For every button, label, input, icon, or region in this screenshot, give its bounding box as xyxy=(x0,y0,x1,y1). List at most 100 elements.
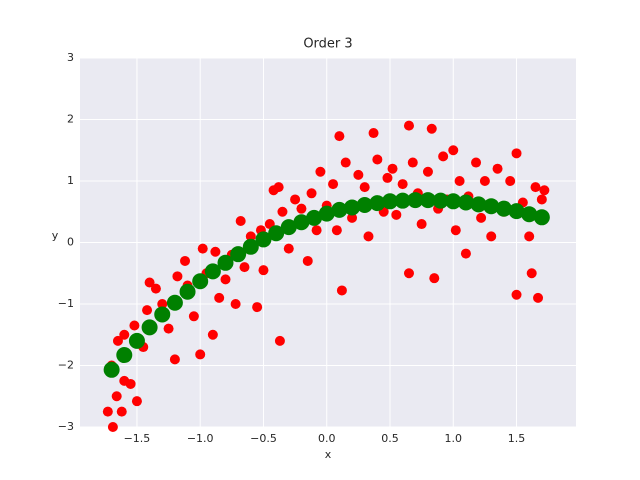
scatter-point xyxy=(336,285,347,296)
scatter-point xyxy=(119,329,130,340)
scatter-point xyxy=(450,225,461,236)
scatter-point xyxy=(539,185,550,196)
scatter-point xyxy=(131,396,142,407)
scatter-point xyxy=(144,277,155,288)
y-tick-label: −1 xyxy=(58,297,74,310)
scatter-point xyxy=(347,212,358,223)
scatter-point xyxy=(268,225,285,242)
scatter-point xyxy=(356,196,373,213)
scatter-point xyxy=(391,209,402,220)
scatter-point xyxy=(524,231,535,242)
scatter-point xyxy=(180,255,191,266)
scatter-point xyxy=(492,163,503,174)
scatter-point xyxy=(195,349,206,360)
scatter-point xyxy=(169,354,180,365)
x-tick-label: 1.5 xyxy=(508,432,526,445)
scatter-point xyxy=(470,196,487,213)
scatter-point xyxy=(363,231,374,242)
scatter-point xyxy=(255,231,272,248)
scatter-point xyxy=(207,329,218,340)
scatter-point xyxy=(111,391,122,402)
scatter-point xyxy=(220,274,231,285)
scatter-point xyxy=(331,201,348,218)
y-tick-label: 0 xyxy=(67,236,74,249)
scatter-point xyxy=(290,194,301,205)
y-axis-label: y xyxy=(52,229,59,242)
scatter-point xyxy=(344,199,361,216)
scatter-point xyxy=(197,243,208,254)
scatter-point xyxy=(387,163,398,174)
scatter-point xyxy=(204,263,221,280)
scatter-point xyxy=(407,157,418,168)
scatter-point xyxy=(454,176,465,186)
scatter-point xyxy=(426,123,437,134)
scatter-point xyxy=(273,182,284,193)
scatter-point xyxy=(245,231,256,242)
scatter-point xyxy=(403,120,414,131)
scatter-point xyxy=(239,262,250,273)
scatter-point xyxy=(306,209,323,226)
scatter-point xyxy=(526,268,537,279)
scatter-point xyxy=(142,305,153,316)
scatter-point xyxy=(235,215,246,226)
scatter-point xyxy=(372,154,383,165)
scatter-point xyxy=(394,192,411,209)
scatter-point xyxy=(166,294,183,311)
scatter-point xyxy=(128,332,145,349)
scatter-point xyxy=(460,248,471,259)
scatter-point xyxy=(103,361,120,378)
scatter-point xyxy=(125,378,136,389)
scatter-point xyxy=(438,151,449,162)
scatter-point xyxy=(283,243,294,254)
scatter-point xyxy=(318,205,335,222)
x-tick-label: 0.0 xyxy=(318,432,336,445)
scatter-point xyxy=(230,246,247,263)
scatter-point xyxy=(479,176,490,186)
scatter-point xyxy=(483,198,500,215)
scatter-point xyxy=(359,182,370,193)
scatter-point xyxy=(280,219,297,236)
scatter-point xyxy=(311,225,322,236)
scatter-point xyxy=(407,192,424,209)
scatter-point xyxy=(533,292,544,303)
scatter-point xyxy=(328,179,339,190)
scatter-point xyxy=(112,335,123,346)
scatter-point xyxy=(445,193,462,210)
x-axis-label: x xyxy=(325,448,332,461)
scatter-point xyxy=(242,238,259,255)
scatter-point xyxy=(217,254,234,271)
scatter-point xyxy=(179,283,196,300)
scatter-point xyxy=(476,212,487,223)
scatter-point xyxy=(432,192,449,209)
scatter-point xyxy=(334,131,345,142)
y-tick-label: 3 xyxy=(67,51,74,64)
scatter-point xyxy=(382,193,398,210)
scatter-point xyxy=(157,299,168,309)
scatter-point xyxy=(508,203,525,220)
scatter-point xyxy=(293,214,310,231)
scatter-point xyxy=(172,271,183,282)
scatter-point xyxy=(457,194,474,211)
scatter-point xyxy=(274,335,285,346)
scatter-point xyxy=(419,192,436,209)
scatter-point xyxy=(252,302,263,313)
scatter-point xyxy=(511,148,522,159)
scatter-point xyxy=(277,206,288,217)
scatter-point xyxy=(306,188,317,199)
scatter-point xyxy=(188,311,199,322)
scatter-point xyxy=(505,176,516,186)
scatter-point xyxy=(192,273,209,290)
x-tick-label: 1.0 xyxy=(445,432,463,445)
scatter-point xyxy=(403,268,414,279)
scatter-point xyxy=(129,320,140,331)
scatter-point xyxy=(141,319,158,336)
y-tick-label: −3 xyxy=(58,420,74,433)
scatter-point xyxy=(258,265,269,276)
scatter-point xyxy=(154,306,171,323)
scatter-point xyxy=(511,289,522,300)
x-tick-label: 0.5 xyxy=(381,432,399,445)
scatter-point xyxy=(116,347,133,364)
scatter-point xyxy=(214,292,225,303)
